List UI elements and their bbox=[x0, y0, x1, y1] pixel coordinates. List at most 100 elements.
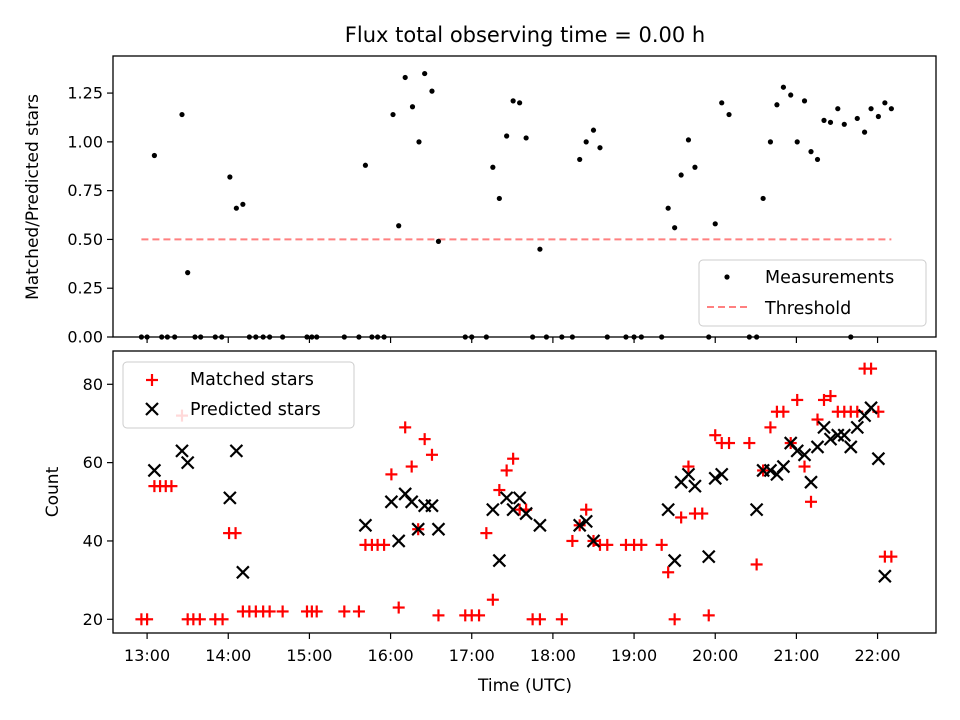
predicted-marker bbox=[871, 451, 886, 466]
top-axis-ticks: 0.00 0.25 0.50 0.75 1.00 1.25 bbox=[67, 84, 879, 347]
bottom-legend: Matched stars Predicted stars bbox=[122, 361, 355, 429]
predicted-marker bbox=[519, 506, 533, 521]
predicted-legend-label: Predicted stars bbox=[190, 400, 321, 420]
bottom-xlabel: Time (UTC) bbox=[477, 676, 572, 696]
predicted-marker bbox=[837, 428, 852, 442]
bottom-xtick-label: 21:00 bbox=[773, 646, 819, 665]
predicted-marker bbox=[776, 459, 791, 474]
top-ytick-label: 0.25 bbox=[67, 279, 103, 298]
predicted-marker bbox=[506, 502, 520, 517]
measurement-point bbox=[861, 129, 868, 135]
predicted-marker bbox=[681, 467, 696, 482]
measurement-point bbox=[835, 106, 841, 112]
matched-marker bbox=[675, 511, 688, 524]
measurement-point bbox=[523, 135, 529, 141]
bottom-xtick-label: 14:00 bbox=[205, 646, 251, 665]
predicted-marker bbox=[229, 444, 244, 458]
measurement-point bbox=[151, 152, 157, 159]
predicted-marker bbox=[749, 502, 764, 517]
counts-layer bbox=[135, 362, 898, 626]
matched-marker bbox=[580, 503, 593, 516]
measurement-point bbox=[841, 121, 847, 127]
matched-marker bbox=[165, 480, 178, 493]
predicted-marker bbox=[391, 534, 406, 548]
measurement-point bbox=[179, 111, 185, 118]
measurement-point bbox=[590, 127, 597, 133]
measurement-point bbox=[422, 70, 428, 77]
matched-marker bbox=[399, 421, 412, 434]
measurement-point bbox=[504, 133, 510, 139]
measurement-point bbox=[888, 106, 894, 112]
matched-marker bbox=[500, 464, 513, 477]
bottom-axis-ticks: 20 40 60 80 13:00 14:00 15:00 16:00 17:00 18:00 19… bbox=[83, 375, 901, 665]
measurement-point bbox=[416, 139, 422, 145]
predicted-marker bbox=[425, 498, 439, 513]
measurement-point bbox=[490, 164, 496, 170]
chart-title: Flux total observing time = 0.00 h bbox=[345, 23, 705, 47]
predicted-marker bbox=[512, 491, 527, 505]
predicted-marker bbox=[384, 495, 399, 509]
threshold-legend-label: Threshold bbox=[764, 299, 851, 319]
top-axes-frame bbox=[112, 55, 937, 338]
top-ytick-label: 1.25 bbox=[67, 84, 103, 103]
measurement-point bbox=[814, 156, 821, 163]
predicted-marker bbox=[797, 448, 812, 462]
predicted-marker bbox=[850, 420, 865, 435]
matched-marker bbox=[229, 527, 242, 540]
predicted-marker bbox=[180, 455, 195, 470]
matched-marker bbox=[655, 538, 668, 551]
bottom-xtick-label: 15:00 bbox=[286, 646, 332, 665]
matched-marker bbox=[193, 613, 206, 626]
top-ylabel: Matched/Predicted stars bbox=[23, 94, 43, 300]
bottom-ytick-label: 80 bbox=[83, 375, 103, 394]
predicted-marker bbox=[492, 553, 507, 568]
matched-marker bbox=[777, 405, 790, 418]
predicted-marker bbox=[499, 491, 514, 505]
measurements-layer bbox=[138, 70, 894, 340]
measurement-point bbox=[435, 238, 442, 244]
measurement-point bbox=[510, 98, 516, 104]
measurements-legend-label: Measurements bbox=[765, 268, 894, 288]
measurement-point bbox=[685, 137, 692, 143]
measurement-point bbox=[821, 117, 827, 123]
matched-marker bbox=[507, 452, 520, 465]
bottom-xtick-label: 18:00 bbox=[530, 646, 576, 665]
measurement-point bbox=[808, 149, 814, 155]
predicted-marker bbox=[175, 444, 189, 458]
predicted-marker bbox=[844, 440, 858, 454]
measurement-point bbox=[185, 270, 191, 276]
matched-marker bbox=[791, 393, 804, 406]
matched-marker bbox=[486, 593, 499, 606]
matched-marker bbox=[885, 550, 898, 563]
predicted-marker bbox=[823, 432, 838, 446]
matched-marker bbox=[493, 484, 506, 497]
matched-legend-marker bbox=[146, 374, 158, 386]
matched-marker bbox=[405, 460, 418, 473]
matched-marker bbox=[824, 390, 837, 403]
matched-marker bbox=[723, 437, 736, 450]
matched-marker bbox=[805, 495, 818, 508]
predicted-marker bbox=[411, 522, 425, 536]
predicted-marker bbox=[810, 440, 825, 454]
predicted-marker bbox=[763, 463, 778, 478]
measurement-point bbox=[665, 205, 671, 211]
measurement-point bbox=[429, 88, 435, 94]
measurement-point bbox=[875, 113, 881, 120]
matched-marker bbox=[635, 538, 648, 551]
matched-marker bbox=[566, 534, 579, 547]
measurement-point bbox=[233, 205, 239, 211]
top-ytick-label: 0.75 bbox=[67, 181, 103, 200]
matched-marker bbox=[798, 460, 811, 473]
measurements-legend-marker bbox=[724, 274, 730, 280]
count-panel: 20 40 60 80 13:00 14:00 15:00 16:00 17:00 18:00 19… bbox=[43, 350, 937, 696]
measurement-point bbox=[801, 98, 808, 104]
measurement-point bbox=[780, 84, 787, 90]
predicted-legend-marker bbox=[145, 402, 159, 416]
bottom-xtick-label: 22:00 bbox=[855, 646, 901, 665]
predicted-marker bbox=[714, 467, 729, 482]
measurement-point bbox=[788, 92, 794, 98]
matched-marker bbox=[696, 507, 709, 520]
measurement-point bbox=[678, 172, 684, 178]
measurement-point bbox=[692, 164, 698, 170]
